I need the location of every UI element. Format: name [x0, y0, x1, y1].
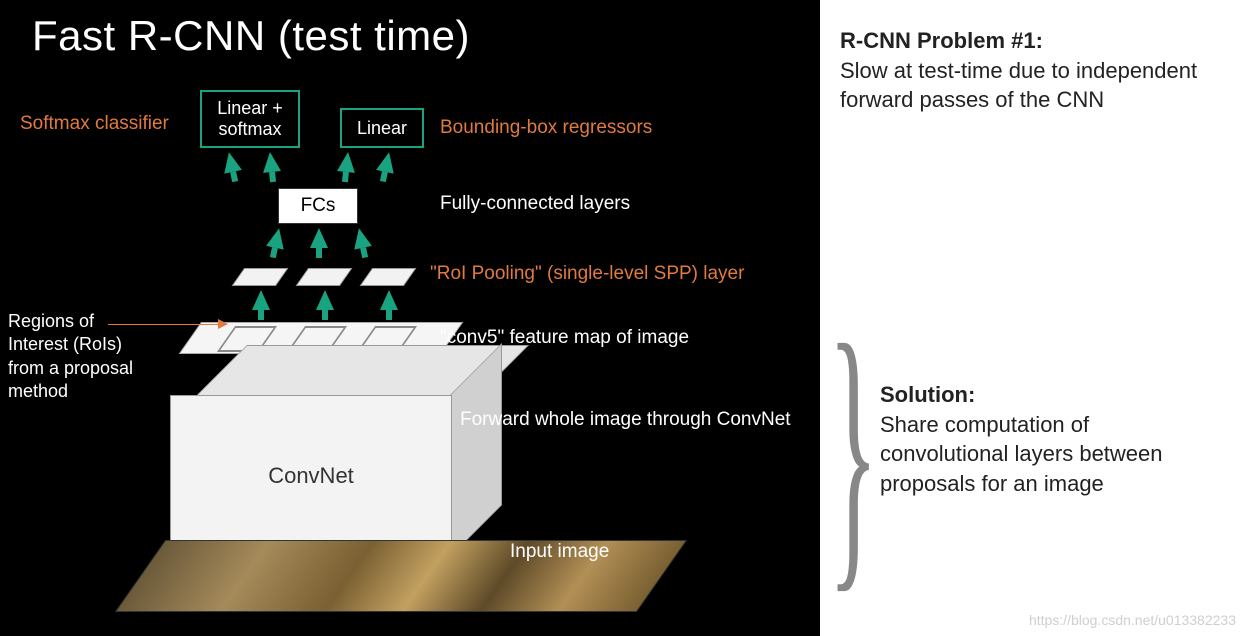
arrow-icon — [261, 151, 281, 173]
bbox-regressors-label: Bounding-box regressors — [440, 116, 652, 141]
page-title: Fast R-CNN (test time) — [32, 12, 470, 60]
fcs-box: FCs — [278, 188, 358, 224]
stage: Fast R-CNN (test time) Linear + softmax … — [0, 0, 1246, 636]
solution-heading: Solution: — [880, 382, 975, 407]
problem-body: Slow at test-time due to independent for… — [840, 56, 1220, 115]
arrow-icon — [316, 290, 334, 310]
arrow-icon — [252, 290, 270, 310]
solution-body: Share computation of convolutional layer… — [880, 410, 1200, 499]
arrow-icon — [350, 226, 372, 249]
linear-softmax-box: Linear + softmax — [200, 90, 300, 148]
softmax-classifier-label: Softmax classifier — [20, 112, 169, 137]
brace-icon: } — [828, 300, 878, 600]
solution-text-block: Solution: Share computation of convoluti… — [880, 380, 1200, 499]
arrow-icon — [310, 228, 328, 248]
arrow-icon — [220, 150, 242, 173]
roi-pointer-arrow-icon — [218, 319, 228, 329]
arrow-icon — [380, 290, 398, 310]
arrow-icon — [337, 151, 357, 173]
arrow-icon — [376, 150, 398, 173]
roi-pooling-tile — [232, 268, 289, 286]
watermark: https://blog.csdn.net/u013382233 — [1029, 612, 1236, 628]
forward-label: Forward whole image through ConvNet — [460, 408, 791, 433]
problem-heading: R-CNN Problem #1: — [840, 28, 1043, 53]
slide-diagram: Fast R-CNN (test time) Linear + softmax … — [0, 0, 820, 636]
linear-box: Linear — [340, 108, 424, 148]
roi-pointer-line — [108, 324, 218, 325]
problem-text-block: R-CNN Problem #1: Slow at test-time due … — [840, 26, 1220, 115]
roi-pooling-tile — [296, 268, 353, 286]
convnet-cube: ConvNet — [170, 395, 452, 557]
fc-layers-label: Fully-connected layers — [440, 192, 630, 217]
input-image-label: Input image — [510, 540, 609, 565]
roi-pooling-label: "RoI Pooling" (single-level SPP) layer — [430, 262, 744, 287]
arrow-icon — [266, 226, 288, 249]
roi-pooling-tile — [360, 268, 417, 286]
